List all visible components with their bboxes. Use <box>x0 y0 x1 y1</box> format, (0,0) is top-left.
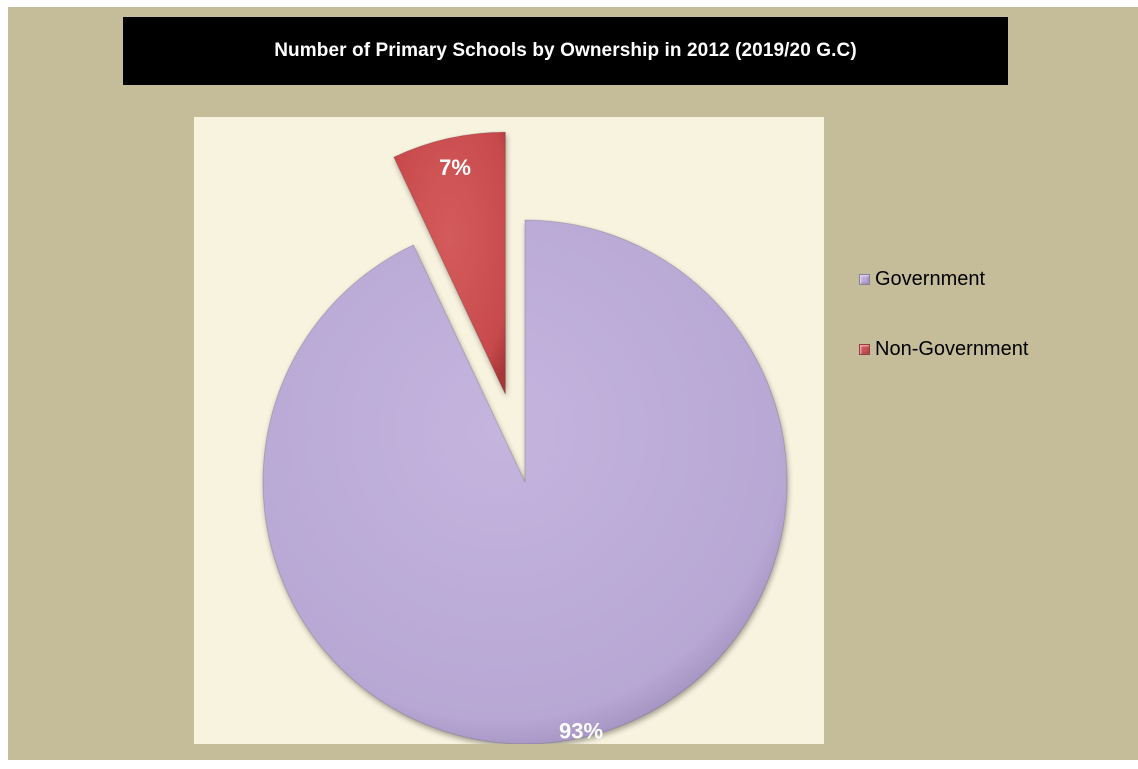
pie-chart: 93% 7% <box>262 131 788 744</box>
chart-frame: Number of Primary Schools by Ownership i… <box>8 7 1138 760</box>
legend-swatch-government <box>859 273 870 285</box>
plot-area: 93% 7% <box>194 117 824 744</box>
legend-label-non-government: Non-Government <box>875 337 1029 360</box>
legend-label-government: Government <box>875 267 986 290</box>
chart-title-bar: Number of Primary Schools by Ownership i… <box>123 17 1008 85</box>
data-label-non-government: 7% <box>439 155 471 180</box>
legend-item-government[interactable]: Government <box>859 265 1028 293</box>
legend-swatch-non-government <box>859 343 870 355</box>
pie-slice-non-government[interactable] <box>393 131 506 395</box>
legend: Government Non-Government <box>859 265 1028 405</box>
chart-title: Number of Primary Schools by Ownership i… <box>274 40 857 61</box>
pie-slice-government[interactable] <box>262 219 788 744</box>
data-label-government: 93% <box>559 718 603 743</box>
legend-item-non-government[interactable]: Non-Government <box>859 335 1028 363</box>
